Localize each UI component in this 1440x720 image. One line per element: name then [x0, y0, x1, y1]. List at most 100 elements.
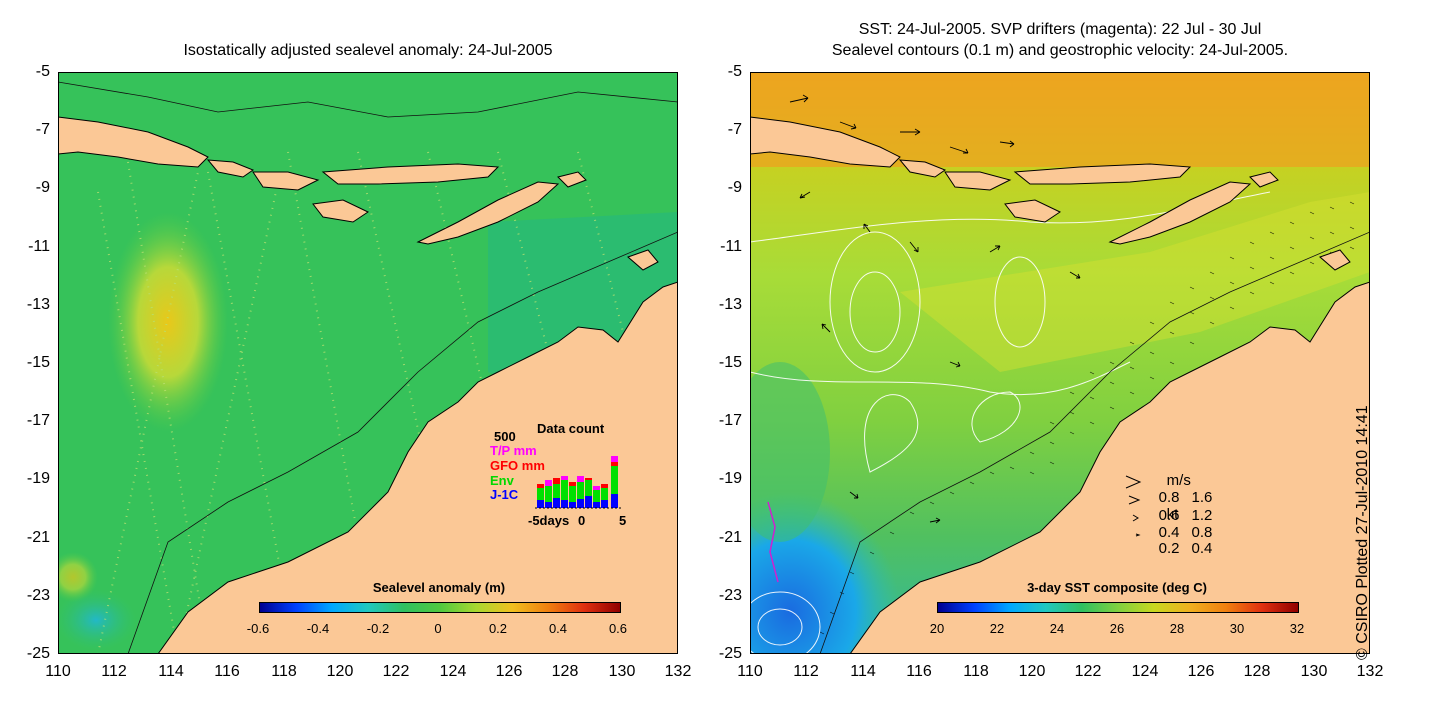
- sumbawa-island: [252, 171, 320, 191]
- y-tick-label: -5: [35, 63, 50, 80]
- y-tick-label: -13: [26, 296, 50, 313]
- inset-series-env: Env: [490, 473, 514, 488]
- colorbar-tick: 0.4: [548, 621, 568, 636]
- x-tick-label: 116: [906, 663, 932, 680]
- y-tick-label: -21: [26, 529, 50, 546]
- x-tick-label: 130: [608, 663, 636, 680]
- timor-island: [416, 181, 560, 245]
- colorbar-tick: -0.4: [306, 621, 330, 636]
- right-title-line2: Sealevel contours (0.1 m) and geostrophi…: [831, 42, 1289, 59]
- bathymetry-contour-north: [58, 81, 678, 118]
- sumba-island: [1004, 199, 1062, 223]
- inset-ymax: 500: [494, 429, 516, 444]
- y-tick-label: -9: [35, 179, 50, 196]
- colorbar-tick: -0.2: [366, 621, 390, 636]
- australia-land: [157, 281, 678, 654]
- right-map-title: SST: 24-Jul-2005. SVP drifters (magenta)…: [750, 19, 1370, 61]
- timor-east-tip: [557, 171, 587, 188]
- x-tick-label: 118: [963, 663, 989, 680]
- velocity-legend-header: m/s kt: [1150, 455, 1191, 540]
- colorbar-tick: 0: [434, 621, 442, 636]
- x-tick-label: 112: [101, 663, 127, 680]
- tanimbar-island: [1319, 249, 1351, 271]
- x-tick-label: 124: [1131, 663, 1159, 680]
- y-tick-label: -15: [718, 354, 742, 371]
- inset-x-right: 5: [619, 513, 627, 528]
- y-tick-label: -19: [718, 470, 742, 487]
- inset-x-mid: 0: [578, 513, 586, 528]
- x-tick-label: 116: [214, 663, 240, 680]
- x-tick-label: 120: [1018, 663, 1046, 680]
- timor-east-tip: [1249, 171, 1279, 188]
- sst-colorbar: [937, 602, 1299, 613]
- colorbar-tick: 0.6: [608, 621, 628, 636]
- x-tick-label: 122: [382, 663, 410, 680]
- colorbar-tick: 30: [1229, 621, 1245, 636]
- y-tick-label: -21: [718, 529, 742, 546]
- flores-island: [1013, 163, 1192, 185]
- x-tick-label: 114: [850, 663, 876, 680]
- tanimbar-island: [627, 249, 659, 271]
- bali-lombok-island: [206, 159, 255, 178]
- x-tick-label: 110: [737, 663, 763, 680]
- java-island: [58, 116, 209, 168]
- x-tick-label: 126: [495, 663, 523, 680]
- x-tick-label: 132: [1356, 663, 1384, 680]
- sumbawa-island: [944, 171, 1012, 191]
- colorbar-tick: 32: [1289, 621, 1305, 636]
- x-tick-label: 126: [1187, 663, 1215, 680]
- x-tick-label: 130: [1300, 663, 1328, 680]
- y-tick-label: -17: [26, 412, 50, 429]
- y-tick-label: -7: [35, 121, 50, 138]
- velocity-legend-row: 0.8 1.6: [1158, 489, 1213, 506]
- sla-positive-anomaly-south: [58, 552, 98, 602]
- inset-bars: [537, 456, 618, 508]
- y-tick-label: -11: [28, 238, 50, 255]
- inset-series-tp: T/P mm: [490, 443, 537, 458]
- sumba-island: [312, 199, 370, 223]
- x-tick-label: 122: [1074, 663, 1102, 680]
- sla-negative-anomaly: [58, 590, 136, 650]
- sla-colorbar: [259, 602, 621, 613]
- colorbar-tick: 0.2: [488, 621, 508, 636]
- sla-positive-anomaly: [108, 212, 228, 432]
- colorbar-tick: 20: [929, 621, 945, 636]
- x-tick-label: 118: [271, 663, 297, 680]
- y-tick-label: -13: [718, 296, 742, 313]
- sst-colorbar-title: 3-day SST composite (deg C): [1027, 580, 1207, 595]
- x-tick-label: 132: [664, 663, 692, 680]
- left-map-title: Isostatically adjusted sealevel anomaly:…: [183, 42, 553, 59]
- flores-island: [321, 163, 500, 185]
- colorbar-tick: 28: [1169, 621, 1185, 636]
- inset-series-j1c: J-1C: [490, 487, 519, 502]
- timor-island: [1108, 181, 1252, 245]
- y-tick-label: -5: [727, 63, 742, 80]
- x-tick-label: 120: [326, 663, 354, 680]
- y-tick-label: -15: [26, 354, 50, 371]
- y-tick-label: -23: [26, 587, 50, 604]
- x-tick-label: 128: [551, 663, 579, 680]
- inset-title: Data count: [537, 421, 605, 436]
- bathymetry-contour: [127, 231, 678, 654]
- x-tick-label: 112: [793, 663, 819, 680]
- x-tick-label: 110: [45, 663, 71, 680]
- y-tick-label: -11: [720, 238, 742, 255]
- colorbar-tick: -0.6: [246, 621, 270, 636]
- legend-ms-header: m/s: [1166, 472, 1191, 489]
- x-tick-label: 124: [439, 663, 467, 680]
- y-tick-label: -25: [26, 645, 50, 662]
- right-title-line1: SST: 24-Jul-2005. SVP drifters (magenta)…: [858, 21, 1262, 38]
- sst-bathymetry-contour: [819, 231, 1370, 654]
- australia-land: [849, 281, 1370, 654]
- sealevel-anomaly-map: [58, 72, 678, 654]
- geostrophic-velocity-arrows: [789, 94, 1081, 524]
- velocity-legend-row: 0.6 1.2: [1158, 507, 1213, 524]
- sst-warm-band: [900, 192, 1370, 372]
- sla-colorbar-title: Sealevel anomaly (m): [372, 580, 506, 595]
- colorbar-tick: 24: [1049, 621, 1065, 636]
- y-tick-label: -23: [718, 587, 742, 604]
- sst-map: [750, 72, 1370, 654]
- y-tick-label: -19: [26, 470, 50, 487]
- colorbar-tick: 26: [1109, 621, 1125, 636]
- sst-cool-west: [750, 362, 830, 542]
